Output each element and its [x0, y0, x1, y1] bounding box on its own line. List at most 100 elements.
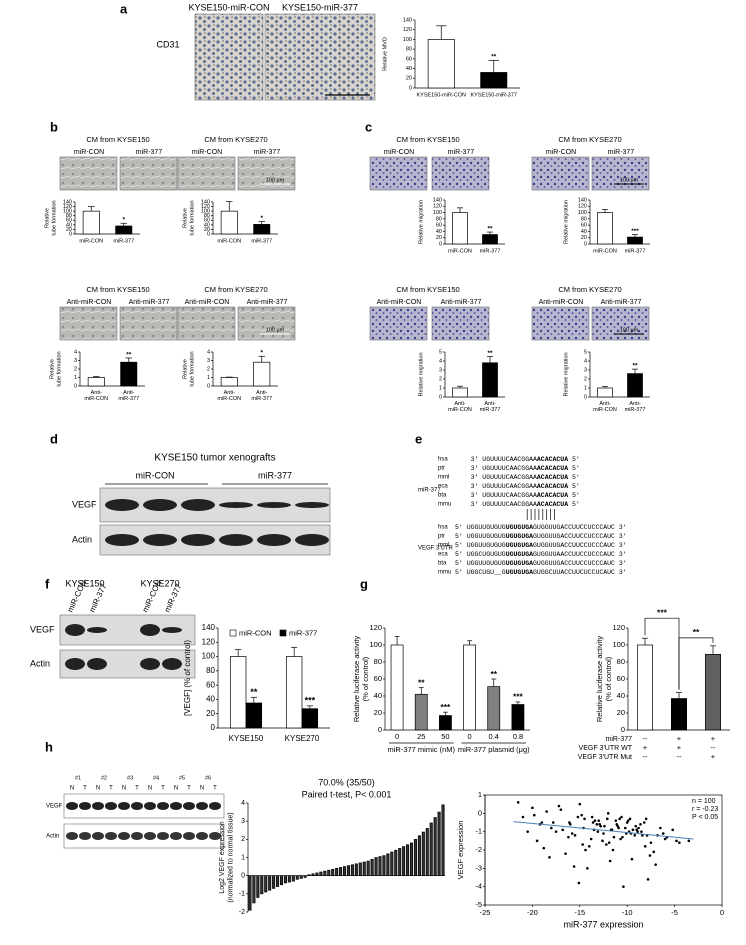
x-tick-label: KYSE270	[285, 734, 320, 743]
label: #6	[205, 775, 211, 781]
point	[607, 841, 611, 844]
bar	[272, 875, 276, 889]
point	[620, 815, 623, 819]
sequence-part: 5' UGGUUGUGUG	[455, 560, 506, 567]
x-tick-label: miR-377	[625, 248, 646, 254]
panel-letter: h	[45, 739, 53, 754]
condition-name: miR-377	[606, 736, 633, 743]
panel-letter: e	[415, 431, 422, 446]
bar	[354, 863, 358, 877]
micrograph	[194, 13, 264, 101]
bar	[253, 361, 271, 387]
point	[641, 834, 644, 837]
band	[87, 627, 107, 633]
panel-letter: c	[365, 119, 372, 134]
label: miR-CON	[192, 149, 222, 156]
label: VEGF	[46, 804, 63, 810]
band	[209, 832, 221, 840]
group-label: miR-377 mimic (nM)	[388, 745, 456, 754]
y-tick-label: 20	[204, 227, 210, 233]
point	[554, 830, 558, 833]
bar	[120, 361, 138, 387]
panel-letter: d	[50, 431, 58, 446]
label: CM from KYSE150	[86, 285, 149, 294]
band	[131, 802, 143, 810]
label: N	[70, 786, 74, 792]
scale-label: 100 μm	[620, 327, 639, 333]
sequence-part: 3' UGUUUUCAACGGAA	[471, 492, 537, 499]
sequence-part: 5' UGGCUGUGUG	[455, 551, 506, 558]
bar	[597, 387, 613, 398]
point	[570, 832, 574, 835]
bar	[441, 804, 445, 877]
band	[162, 658, 182, 670]
label-line: miR-CON	[593, 408, 617, 414]
sequence: 5' UGGUUGUGUGUGUGUGAGUGGUUGACCUUCCUCCCAU…	[455, 533, 627, 540]
y-tick-label: 2	[74, 366, 77, 372]
bar	[452, 212, 468, 245]
y-tick-label: 4	[584, 358, 587, 364]
significance: **	[487, 225, 493, 232]
bar	[276, 875, 280, 887]
bar	[429, 822, 433, 877]
point	[557, 804, 561, 808]
bar	[374, 857, 378, 877]
y-tick-label: 1	[439, 385, 442, 391]
bar	[704, 653, 721, 731]
y-tick-label: 20	[617, 708, 625, 717]
x-tick-label: 50	[441, 732, 449, 741]
significance: ***	[440, 702, 451, 712]
panel-letter: g	[360, 576, 368, 591]
sequence-part: GUGGUUGACCUUCCUCCCAUC 3'	[533, 524, 627, 531]
point	[628, 817, 632, 821]
y-tick-label: 4	[74, 349, 77, 355]
sequence-part: GUGGUUGACCUUCCUCCCAUC 3'	[533, 533, 627, 540]
x-tick-label: 25	[417, 732, 425, 741]
sequence-part: GUGGUUAACCUUCCUCCCAUC 3'	[533, 551, 627, 558]
x-tick-label: Anti-miR-CON	[448, 401, 472, 413]
sequence: 3' UGUUUUCAACGGAAACACACUA 5'	[471, 501, 580, 508]
point	[614, 819, 618, 822]
label-line: miR-CON	[448, 408, 472, 414]
band	[157, 802, 169, 810]
band	[219, 534, 253, 546]
x-tick-label: 0	[395, 732, 399, 741]
y-tick-label: 60	[374, 674, 382, 683]
scale-label: 100 μm	[266, 327, 285, 333]
x-tick-label: KYSE150	[229, 734, 264, 743]
trendline	[513, 821, 694, 840]
band	[183, 832, 195, 840]
point	[639, 823, 642, 826]
micrograph	[237, 306, 296, 341]
point	[646, 878, 650, 881]
y-tick-label: -5	[475, 900, 482, 909]
x-tick-label: Anti-miR-CON	[84, 390, 108, 402]
y-tick-label: 20	[406, 76, 412, 82]
sequence: 5' UGGCUGU__GUGUGUGAGUGGCUUACCUUCUCCUCAU…	[455, 569, 627, 576]
bar	[299, 875, 303, 879]
label: T	[135, 786, 139, 792]
band	[79, 832, 91, 840]
label: miR-377	[608, 149, 635, 156]
panel-letter: f	[45, 576, 50, 591]
y-tick-label: 60	[617, 674, 625, 683]
point	[587, 845, 591, 848]
point	[661, 832, 665, 835]
micrograph	[431, 306, 490, 341]
y-axis-label: Log2 VEGF expression	[219, 821, 226, 893]
x-tick-label: KYSE150-miR-CON	[416, 92, 466, 98]
significance: ***	[631, 228, 639, 235]
point	[652, 850, 656, 854]
label: miR-377	[136, 149, 163, 156]
y-tick-label: 0	[439, 394, 442, 400]
y-tick-label: 120	[433, 204, 442, 210]
label: eca	[438, 552, 448, 558]
point	[621, 835, 624, 839]
band	[295, 502, 329, 508]
y-tick-label: 0	[478, 808, 482, 817]
point	[608, 859, 612, 863]
band	[65, 658, 85, 670]
sequence-part: ACACACUA	[537, 474, 568, 481]
y-axis-label: Relative migration	[563, 200, 569, 244]
